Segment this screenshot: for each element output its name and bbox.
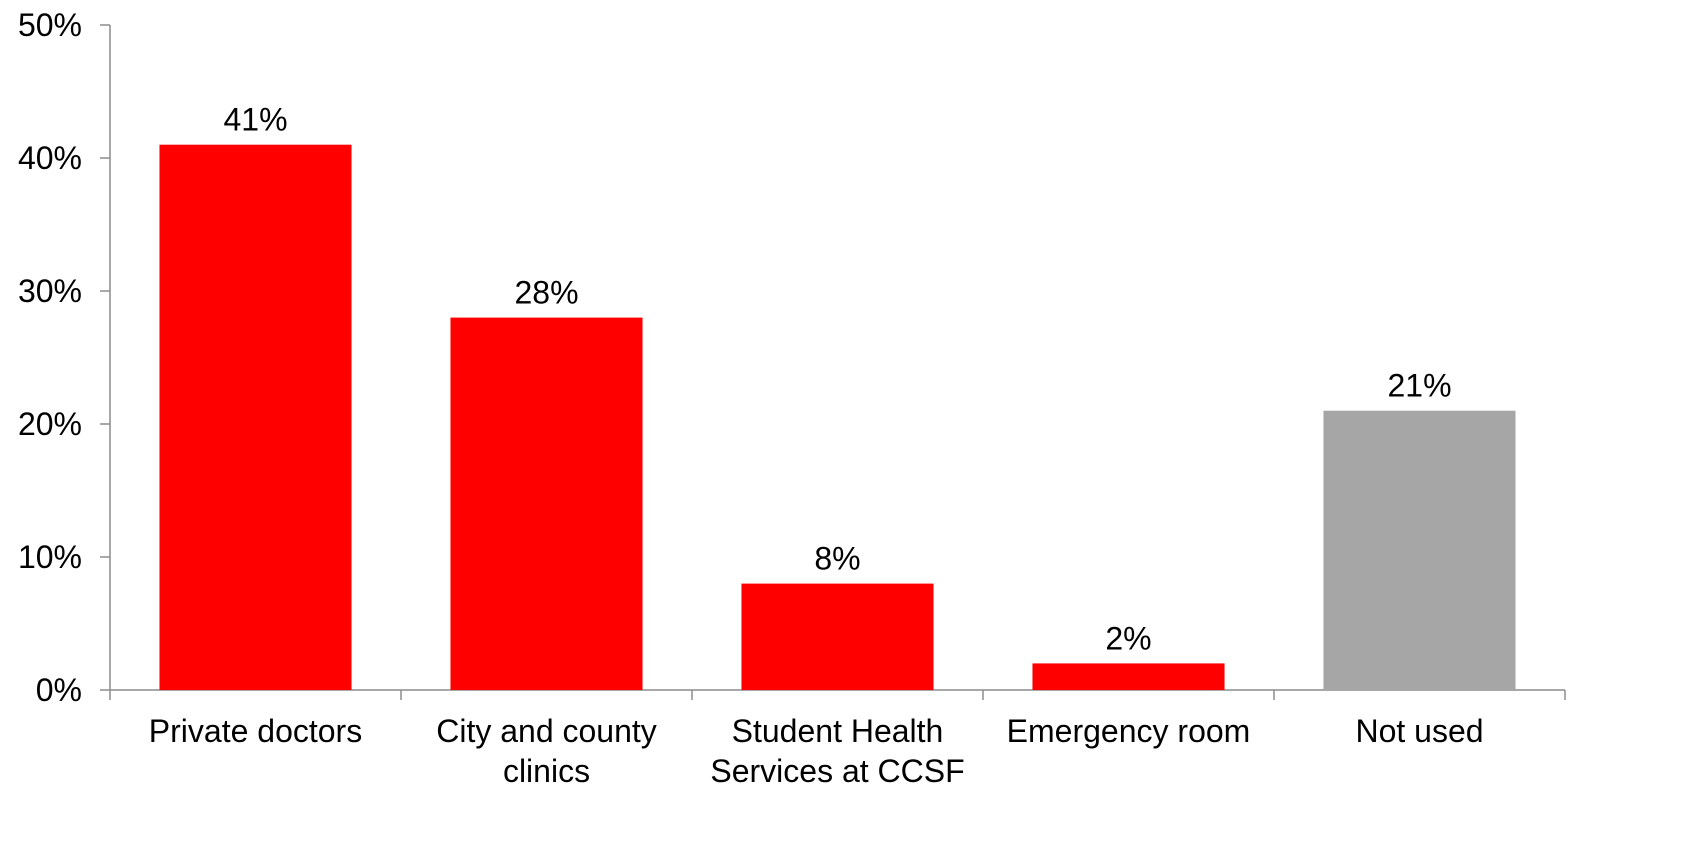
data-label: 28% [514,275,578,311]
category-label: City and county [436,713,657,749]
y-tick-label: 30% [18,273,82,309]
y-tick-label: 0% [36,672,82,708]
bar [1323,410,1516,690]
category-label: Student Health [732,713,944,749]
data-label: 8% [814,541,860,577]
y-tick-label: 20% [18,406,82,442]
bar [159,144,352,690]
bar [1032,663,1225,690]
bar [450,317,643,690]
bar [741,583,934,690]
data-label: 21% [1387,368,1451,404]
data-label: 41% [223,102,287,138]
bars [159,144,1516,690]
y-tick-label: 40% [18,140,82,176]
category-label: Emergency room [1007,713,1251,749]
category-label: Not used [1355,713,1483,749]
y-tick-label: 10% [18,539,82,575]
category-label: Private doctors [149,713,362,749]
y-tick-label: 50% [18,7,82,43]
labels: 0% 10% 20% 30% 40% 50% 41% Private doctors 28% Ci… [18,7,1484,789]
category-label: clinics [503,753,590,789]
data-label: 2% [1105,620,1151,656]
category-label: Services at CCSF [710,753,964,789]
